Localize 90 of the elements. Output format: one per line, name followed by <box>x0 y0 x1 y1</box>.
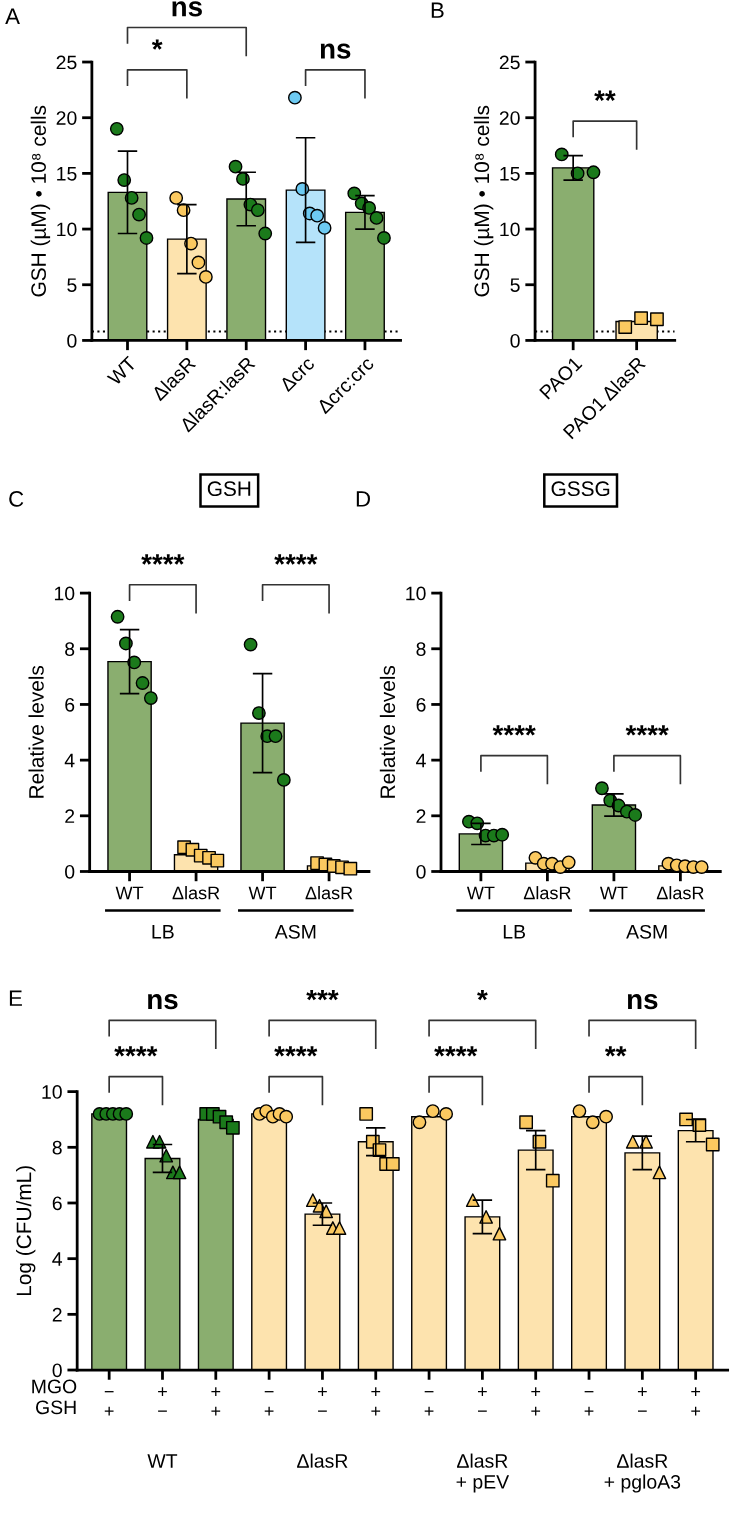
chart-title: GSH <box>207 481 251 497</box>
text: ns <box>172 1 202 17</box>
y-tick-label: 0 <box>510 333 520 348</box>
y-tick-label: 5 <box>510 278 520 292</box>
text: ΔlasR <box>297 1453 348 1468</box>
text: LB <box>503 925 526 939</box>
y-tick-label: 0 <box>416 864 426 879</box>
text: * <box>477 989 488 1001</box>
annotation: **** <box>625 725 669 736</box>
x-tick-label: WT <box>248 886 277 900</box>
y-tick-label: 6 <box>416 697 426 712</box>
y-tick-label: 15 <box>500 167 520 181</box>
x-tick-label: + − <box>158 1387 167 1412</box>
text: A <box>5 8 20 24</box>
x-tick-label: + − <box>478 1387 487 1412</box>
y-tick-label: 0 <box>65 864 75 879</box>
text: E <box>9 990 22 1006</box>
x-tick-label: WT <box>106 355 138 387</box>
text: MGO <box>32 1379 77 1394</box>
x-tick-label: − + <box>104 1391 114 1416</box>
y-tick-label: 0 <box>52 1363 62 1378</box>
text: ASM <box>626 924 667 939</box>
text: ASM <box>274 924 316 939</box>
y-tick-label: 10 <box>500 222 520 237</box>
text: ΔlasR + pgloA3 <box>604 1453 681 1493</box>
x-tick-label: + + <box>531 1387 541 1416</box>
x-tick-label: WT <box>115 886 144 900</box>
y-tick-label: 10 <box>57 222 77 237</box>
y-tick-label: 10 <box>54 586 75 601</box>
x-tick-label: − + <box>264 1391 274 1416</box>
y-tick-label: 10 <box>406 586 426 601</box>
text: **** <box>274 1046 318 1057</box>
text: **** <box>141 554 185 565</box>
text: **** <box>274 554 318 565</box>
x-tick-label: WT <box>466 886 495 900</box>
y-axis-title: Log (CFU/mL) <box>15 1166 36 1296</box>
text: C <box>9 491 24 507</box>
y-axis-title: Relative levels <box>379 665 396 798</box>
y-tick-label: 6 <box>65 697 75 712</box>
y-axis-title: GSH (µM) • 10⁸ cells <box>473 105 494 297</box>
y-tick-label: 15 <box>57 167 77 181</box>
y-tick-label: 2 <box>416 809 426 823</box>
x-tick-label: + − <box>637 1387 647 1412</box>
x-tick-label: ΔlasR <box>523 886 571 900</box>
x-tick-label: ΔlasR <box>172 886 220 900</box>
annotation: ** <box>594 90 616 101</box>
x-tick-label: ΔlasR <box>305 886 353 900</box>
y-tick-label: 0 <box>67 333 77 348</box>
y-tick-label: 2 <box>52 1307 62 1322</box>
y-tick-label: 6 <box>52 1196 62 1211</box>
chart-title: GSSG <box>551 481 610 497</box>
x-tick-label: + + <box>691 1387 701 1416</box>
x-tick-label: + − <box>318 1387 327 1412</box>
x-tick-label: + + <box>371 1387 381 1416</box>
annotation: **** <box>492 725 536 736</box>
x-tick-label: WT <box>599 886 628 900</box>
y-tick-label: 8 <box>416 642 426 657</box>
text: ns <box>148 994 178 1010</box>
y-tick-label: 4 <box>64 753 75 768</box>
x-tick-label: Δcrc <box>278 355 316 393</box>
y-tick-label: 25 <box>56 55 77 70</box>
text: *** <box>306 989 339 1001</box>
text: LB <box>152 925 174 939</box>
x-tick-label: + + <box>211 1387 221 1416</box>
y-tick-label: 8 <box>65 642 75 657</box>
text: ns <box>627 994 658 1010</box>
text: GSH <box>36 1400 76 1415</box>
text: **** <box>434 1046 478 1057</box>
y-tick-label: 2 <box>65 809 75 823</box>
y-tick-label: 25 <box>499 55 520 70</box>
y-tick-label: 8 <box>52 1140 62 1155</box>
y-tick-label: 4 <box>52 1252 63 1266</box>
y-tick-label: 5 <box>67 278 77 292</box>
y-tick-label: 20 <box>499 111 520 125</box>
x-tick-label: − + <box>584 1391 594 1416</box>
y-tick-label: 4 <box>416 753 426 768</box>
x-tick-label: ΔlasR <box>656 886 704 900</box>
y-axis-title: Relative levels <box>28 665 44 798</box>
text: ΔlasR + pEV <box>456 1453 510 1493</box>
text: WT <box>147 1454 178 1468</box>
text: * <box>151 39 163 50</box>
text: **** <box>114 1046 158 1057</box>
y-tick-label: 20 <box>56 111 77 125</box>
x-tick-label: − + <box>424 1391 434 1416</box>
y-axis-title: GSH (µM) • 10⁸ cells <box>30 105 51 297</box>
text: ns <box>320 43 351 59</box>
text: B <box>431 2 444 18</box>
text: D <box>356 491 370 507</box>
y-tick-label: 10 <box>42 1085 62 1099</box>
text: ** <box>604 1046 627 1057</box>
